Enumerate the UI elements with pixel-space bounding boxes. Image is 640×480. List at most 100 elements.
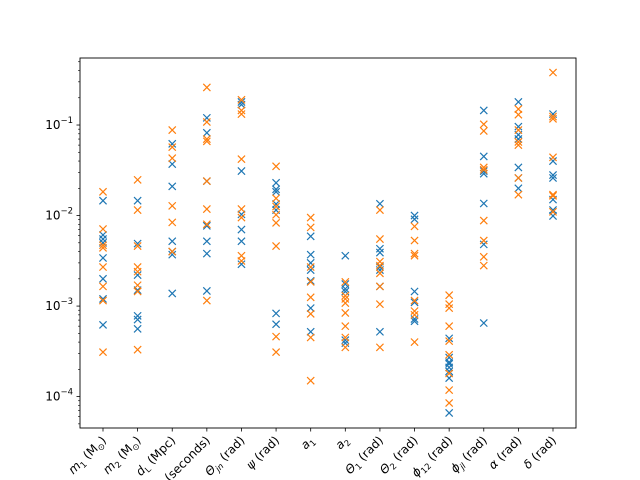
- marker-orange: [98, 224, 108, 234]
- marker-orange: [479, 216, 488, 225]
- plot-frame: [79, 57, 577, 429]
- marker-blue: [514, 97, 523, 106]
- marker-blue: [168, 237, 177, 246]
- marker-orange: [548, 191, 558, 200]
- marker-orange: [375, 300, 384, 309]
- marker-orange: [410, 338, 419, 347]
- marker-blue: [133, 324, 142, 333]
- marker-blue: [202, 249, 211, 258]
- marker-orange: [237, 213, 246, 222]
- marker-blue: [514, 184, 523, 193]
- marker-blue: [272, 187, 281, 196]
- marker-orange: [272, 218, 281, 227]
- marker-orange: [306, 376, 315, 385]
- marker-orange: [237, 205, 246, 214]
- marker-blue: [133, 271, 142, 280]
- marker-blue: [98, 235, 108, 244]
- marker-blue: [306, 276, 315, 285]
- marker-orange: [168, 126, 177, 135]
- marker-orange: [514, 141, 523, 150]
- marker-orange: [514, 173, 523, 183]
- marker-orange: [410, 236, 419, 245]
- marker-orange: [548, 112, 558, 121]
- marker-blue: [306, 327, 315, 336]
- y-tick-label: 10−1: [45, 116, 73, 132]
- marker-orange: [306, 277, 315, 286]
- marker-orange: [410, 251, 419, 260]
- marker-orange: [202, 137, 211, 146]
- marker-blue: [375, 244, 384, 253]
- marker-blue: [479, 240, 488, 249]
- marker-blue: [548, 171, 558, 180]
- marker-orange: [133, 281, 142, 290]
- marker-orange: [410, 249, 419, 258]
- marker-blue: [445, 408, 454, 417]
- marker-orange: [375, 269, 384, 278]
- marker-blue: [202, 128, 211, 137]
- marker-blue: [133, 239, 142, 248]
- marker-blue: [133, 196, 142, 205]
- x-category-label: ψ (rad): [243, 433, 282, 472]
- marker-blue: [410, 211, 419, 220]
- marker-orange: [133, 175, 142, 184]
- marker-blue: [445, 367, 454, 376]
- y-axis-ticks: 10−4 10−3 10−2 10−1: [45, 61, 80, 425]
- marker-orange: [548, 207, 558, 216]
- marker-blue: [202, 237, 211, 246]
- marker-blue: [168, 289, 177, 298]
- marker-blue: [202, 286, 211, 295]
- marker-orange: [445, 369, 454, 378]
- data-markers: [98, 68, 558, 417]
- marker-blue: [306, 250, 315, 259]
- marker-orange: [445, 398, 454, 408]
- y-tick-label: 10−3: [45, 297, 73, 313]
- marker-orange: [479, 165, 488, 174]
- marker-blue: [514, 163, 523, 172]
- marker-orange: [341, 322, 350, 331]
- marker-blue: [98, 294, 108, 303]
- marker-orange: [133, 287, 142, 296]
- marker-orange: [479, 120, 488, 129]
- marker-orange: [272, 202, 281, 211]
- marker-blue: [514, 135, 523, 144]
- marker-orange: [479, 261, 488, 270]
- marker-orange: [306, 309, 315, 318]
- marker-orange: [98, 263, 108, 272]
- marker-blue: [237, 97, 246, 106]
- marker-orange: [237, 95, 246, 104]
- marker-blue: [202, 221, 211, 230]
- marker-orange: [306, 263, 315, 272]
- marker-orange: [133, 267, 142, 276]
- marker-orange: [410, 307, 419, 316]
- marker-blue: [98, 253, 108, 262]
- marker-orange: [479, 236, 488, 245]
- marker-orange: [237, 106, 246, 115]
- marker-orange: [237, 256, 246, 265]
- marker-orange: [445, 337, 454, 346]
- marker-orange: [202, 117, 211, 127]
- marker-orange: [514, 190, 523, 199]
- marker-orange: [168, 201, 177, 210]
- marker-orange: [514, 110, 523, 119]
- marker-orange: [548, 68, 558, 77]
- marker-orange: [133, 345, 142, 354]
- marker-blue: [479, 318, 488, 328]
- marker-blue: [306, 232, 315, 241]
- marker-blue: [445, 334, 454, 343]
- marker-orange: [548, 153, 558, 162]
- marker-blue: [272, 320, 281, 329]
- marker-orange: [445, 322, 454, 331]
- marker-orange: [98, 187, 108, 196]
- x-category-label: δ (rad): [521, 433, 559, 471]
- marker-orange: [98, 296, 108, 305]
- marker-orange: [479, 126, 488, 135]
- marker-orange: [375, 343, 384, 352]
- marker-orange: [272, 242, 281, 251]
- marker-orange: [168, 154, 177, 163]
- marker-orange: [306, 223, 315, 232]
- marker-orange: [272, 332, 281, 341]
- marker-orange: [445, 386, 454, 395]
- marker-blue: [375, 199, 384, 208]
- marker-orange: [272, 162, 281, 171]
- x-axis-ticks: m1 (M⊙)m2 (M⊙)dL (Mpc)tc (seconds)Θjn (r…: [65, 428, 559, 480]
